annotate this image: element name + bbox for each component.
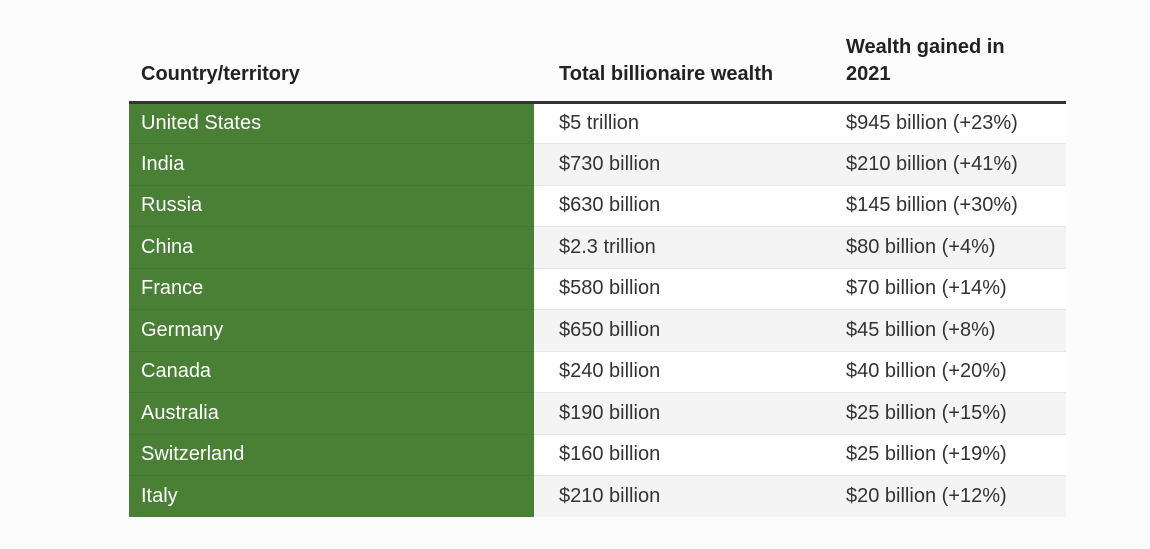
wealth-gained-cell: $80 billion (+4%) [826,226,1066,269]
table-row: Switzerland $160 billion $25 billion (+19%… [129,434,1066,476]
table-header: Country/territory Total billionaire weal… [129,0,1066,104]
total-wealth-cell: $5 trillion [534,102,826,144]
country-cell: India [129,143,534,186]
column-header-country: Country/territory [129,0,534,104]
table-row: Russia $630 billion $145 billion (+30%) [129,185,1066,227]
country-cell: Canada [129,351,534,393]
table-row: China $2.3 trillion $80 billion (+4%) [129,226,1066,269]
column-header-wealth-gained: Wealth gained in 2021 [826,0,1066,104]
wealth-gained-cell: $45 billion (+8%) [826,309,1066,352]
wealth-gained-cell: $40 billion (+20%) [826,351,1066,393]
total-wealth-cell: $580 billion [534,268,826,310]
table-body: United States $5 trillion $945 billion (+2… [129,102,1066,517]
wealth-gained-cell: $25 billion (+15%) [826,392,1066,435]
country-cell: Russia [129,185,534,227]
total-wealth-cell: $240 billion [534,351,826,393]
table-row: Italy $210 billion $20 billion (+12%) [129,475,1066,517]
country-cell: France [129,268,534,310]
country-cell: Australia [129,392,534,435]
table-row: Germany $650 billion $45 billion (+8%) [129,309,1066,352]
column-header-total-wealth: Total billionaire wealth [534,0,826,104]
total-wealth-cell: $730 billion [534,143,826,186]
country-cell: Italy [129,475,534,517]
wealth-gained-cell: $25 billion (+19%) [826,434,1066,476]
table-row: India $730 billion $210 billion (+41%) [129,143,1066,186]
country-cell: United States [129,102,534,144]
wealth-gained-cell: $945 billion (+23%) [826,102,1066,144]
wealth-gained-cell: $20 billion (+12%) [826,475,1066,517]
billionaire-wealth-table: Country/territory Total billionaire weal… [129,0,1066,517]
country-cell: Germany [129,309,534,352]
total-wealth-cell: $630 billion [534,185,826,227]
wealth-gained-cell: $145 billion (+30%) [826,185,1066,227]
header-row: Country/territory Total billionaire weal… [129,0,1066,104]
total-wealth-cell: $210 billion [534,475,826,517]
wealth-gained-cell: $70 billion (+14%) [826,268,1066,310]
total-wealth-cell: $650 billion [534,309,826,352]
table-row: United States $5 trillion $945 billion (+2… [129,102,1066,144]
wealth-gained-cell: $210 billion (+41%) [826,143,1066,186]
table-row: Australia $190 billion $25 billion (+15%) [129,392,1066,435]
table-row: France $580 billion $70 billion (+14%) [129,268,1066,310]
country-cell: China [129,226,534,269]
total-wealth-cell: $190 billion [534,392,826,435]
total-wealth-cell: $2.3 trillion [534,226,826,269]
table-row: Canada $240 billion $40 billion (+20%) [129,351,1066,393]
total-wealth-cell: $160 billion [534,434,826,476]
country-cell: Switzerland [129,434,534,476]
billionaire-wealth-table-container: Country/territory Total billionaire weal… [129,0,1066,517]
